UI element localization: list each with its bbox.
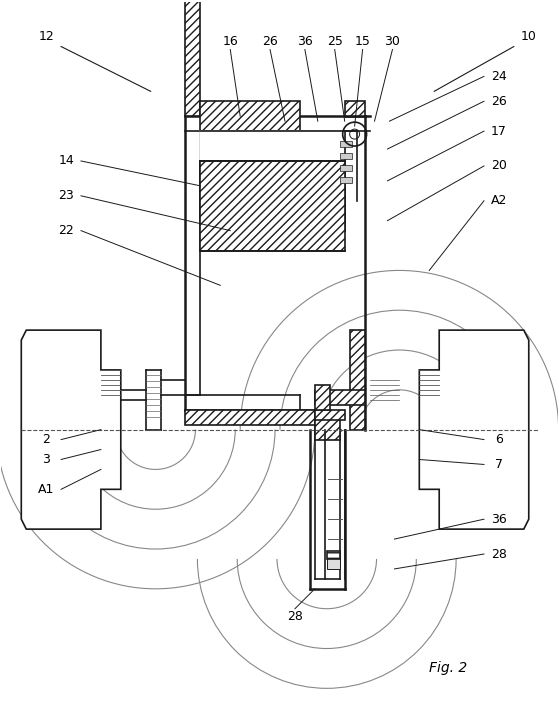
Bar — [200, 161, 345, 250]
Bar — [349, 330, 364, 430]
Bar — [200, 101, 300, 131]
Text: 36: 36 — [491, 513, 507, 525]
Text: 6: 6 — [495, 433, 503, 446]
Text: 22: 22 — [58, 224, 74, 237]
Bar — [340, 165, 352, 171]
Text: 36: 36 — [297, 35, 312, 48]
Text: 12: 12 — [38, 30, 54, 43]
Text: 28: 28 — [491, 547, 507, 561]
Polygon shape — [419, 330, 529, 529]
Bar — [327, 551, 340, 559]
Bar — [315, 410, 345, 420]
Bar — [315, 415, 340, 440]
Text: 2: 2 — [42, 433, 50, 446]
Bar — [200, 131, 345, 220]
Bar — [340, 153, 352, 159]
Text: 16: 16 — [222, 35, 238, 48]
Text: 23: 23 — [58, 189, 74, 202]
Text: 7: 7 — [495, 458, 503, 471]
Text: 26: 26 — [491, 95, 507, 108]
Bar — [340, 177, 352, 183]
Bar — [200, 131, 345, 161]
Bar — [315, 385, 330, 410]
Text: Fig. 2: Fig. 2 — [429, 661, 467, 676]
Bar — [186, 410, 315, 425]
Bar — [186, 0, 200, 116]
Text: 20: 20 — [491, 160, 507, 172]
Text: 25: 25 — [327, 35, 343, 48]
Text: A2: A2 — [491, 194, 507, 207]
Bar — [345, 101, 364, 116]
Text: 24: 24 — [491, 70, 507, 83]
Polygon shape — [21, 330, 121, 529]
Text: A1: A1 — [38, 483, 54, 496]
Bar — [340, 141, 352, 147]
Text: 17: 17 — [491, 125, 507, 138]
Bar — [200, 250, 345, 395]
Text: 3: 3 — [42, 453, 50, 466]
Bar — [327, 554, 340, 569]
Text: 14: 14 — [58, 155, 74, 167]
Text: 26: 26 — [262, 35, 278, 48]
Bar — [315, 390, 364, 405]
Text: 10: 10 — [521, 30, 537, 43]
Text: 30: 30 — [385, 35, 400, 48]
Text: 15: 15 — [354, 35, 371, 48]
Text: 28: 28 — [287, 610, 303, 623]
